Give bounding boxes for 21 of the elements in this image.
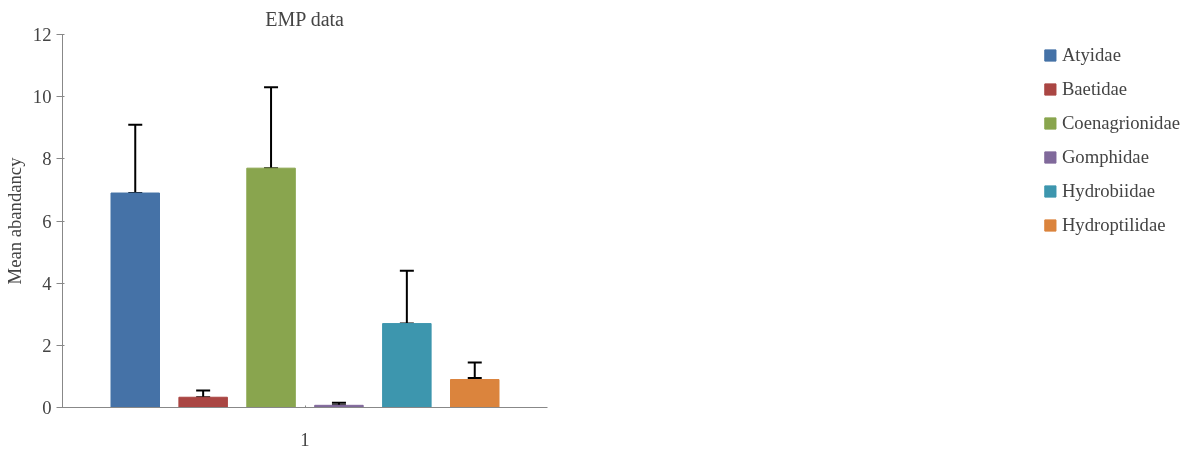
bar [450,379,500,408]
legend-label: Hydrobiidae [1061,180,1156,202]
chart-title: EMP data [265,7,345,30]
bar [246,167,296,408]
y-axis-title: Mean abandancy [3,156,25,285]
legend-label: Atyidae [1061,44,1121,66]
bar [178,396,228,408]
bar [382,323,432,408]
legend-label: Baetidae [1061,78,1128,100]
legend-label: Hydroptilidae [1061,214,1166,236]
y-tick-label: 2 [42,334,52,356]
y-tick-label: 10 [32,86,52,108]
x-tick-label: 1 [300,428,310,450]
y-tick-label: 0 [42,397,52,418]
y-tick-label: 12 [32,24,52,45]
y-tick-label: 6 [42,210,52,232]
y-tick-label: 8 [42,148,52,170]
y-tick-label: 4 [42,272,53,294]
legend-label: Coenagrionidae [1061,112,1180,134]
legend-label: Gomphidae [1061,146,1149,168]
bar [110,192,160,408]
